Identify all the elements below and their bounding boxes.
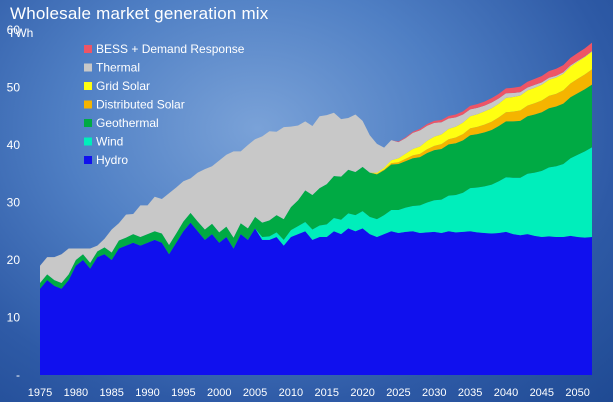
legend-item-hydro: Hydro — [84, 153, 128, 167]
legend-item-distributed-solar: Distributed Solar — [84, 98, 185, 112]
x-tick-label: 1990 — [135, 387, 159, 399]
x-tick-label: 1980 — [64, 387, 88, 399]
legend-label: BESS + Demand Response — [96, 42, 245, 56]
x-tick-label: 2045 — [530, 387, 554, 399]
legend-item-grid-solar: Grid Solar — [84, 79, 150, 93]
x-tick-label: 2015 — [315, 387, 339, 399]
x-tick-label: 2000 — [207, 387, 231, 399]
legend-label: Distributed Solar — [96, 98, 185, 112]
legend-label: Geothermal — [96, 116, 159, 130]
y-axis: - 10 20 30 40 50 60 — [7, 23, 21, 382]
y-tick-label: 30 — [7, 196, 21, 210]
legend-label: Wind — [96, 135, 123, 149]
legend-item-thermal: Thermal — [84, 61, 140, 75]
chart-title: Wholesale market generation mix — [10, 4, 269, 23]
legend-swatch — [84, 119, 92, 127]
legend-label: Grid Solar — [96, 79, 150, 93]
legend-item-bess-demand-response: BESS + Demand Response — [84, 42, 245, 56]
legend-label: Hydro — [96, 153, 128, 167]
x-tick-label: 1985 — [99, 387, 123, 399]
y-axis-label: TWh — [8, 26, 33, 40]
area-geothermal — [40, 84, 592, 289]
x-tick-label: 1995 — [171, 387, 195, 399]
x-tick-label: 2035 — [458, 387, 482, 399]
y-tick-label: 50 — [7, 81, 21, 95]
legend-swatch — [84, 156, 92, 164]
area-thermal — [40, 50, 592, 283]
y-tick-label: 20 — [7, 253, 21, 267]
legend-label: Thermal — [96, 61, 140, 75]
x-tick-label: 1975 — [28, 387, 52, 399]
legend-item-wind: Wind — [84, 135, 123, 149]
area-hydro — [40, 222, 592, 375]
legend-swatch — [84, 63, 92, 72]
x-tick-label: 2030 — [422, 387, 446, 399]
x-axis: 1975 1980 1985 1990 1995 2000 2005 2010 2015 2020… — [28, 387, 590, 399]
legend-swatch — [84, 45, 92, 53]
legend-swatch — [84, 82, 92, 90]
y-tick-label: 60 — [7, 23, 21, 37]
legend-item-geothermal: Geothermal — [84, 116, 159, 130]
legend: BESS + Demand Response Thermal Grid Solar D… — [84, 42, 245, 167]
legend-swatch — [84, 100, 92, 109]
y-tick-label: 10 — [7, 311, 21, 325]
x-tick-label: 2050 — [565, 387, 589, 399]
legend-swatch — [84, 137, 92, 146]
y-tick-label: 40 — [7, 138, 21, 152]
x-tick-label: 2010 — [279, 387, 303, 399]
x-tick-label: 2005 — [243, 387, 267, 399]
x-tick-label: 2040 — [494, 387, 518, 399]
area-wind — [40, 147, 592, 289]
x-tick-label: 2020 — [350, 387, 374, 399]
area-layers — [40, 42, 592, 375]
x-tick-label: 2025 — [386, 387, 410, 399]
y-tick-label: - — [16, 368, 20, 382]
